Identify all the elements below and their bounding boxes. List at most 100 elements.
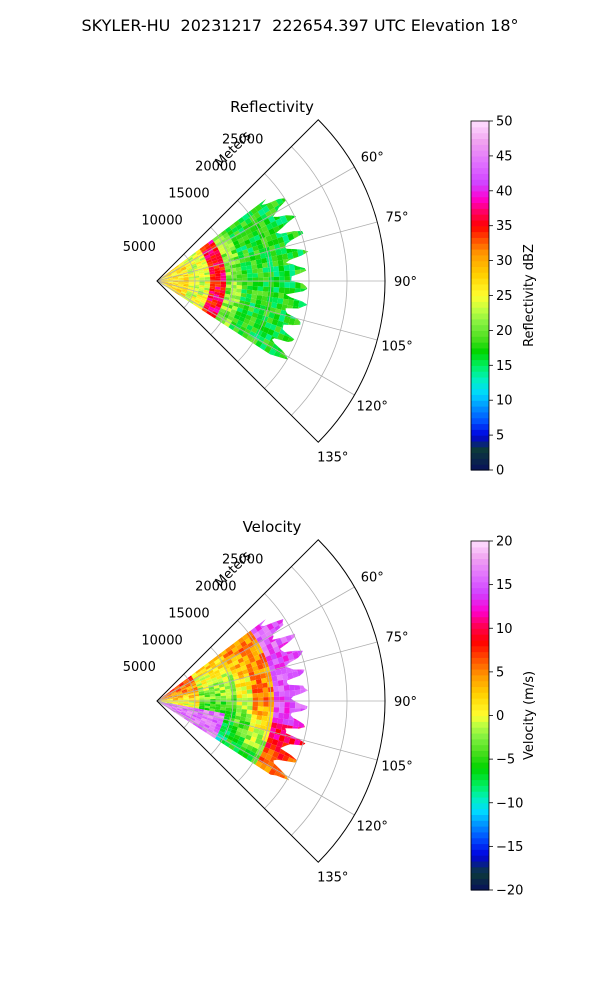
radar-cell	[227, 735, 234, 741]
radar-cell	[216, 232, 223, 239]
colorbar-tick-label: −5	[496, 753, 515, 768]
radar-cell	[162, 281, 168, 283]
colorbar-segment	[471, 435, 489, 442]
radar-cell	[166, 704, 173, 707]
colorbar: −20 −15 −10 −5 0 5 10 15 20 Velocity (m/s)	[470, 535, 537, 899]
radar-cell	[167, 282, 173, 284]
radar-cell	[241, 332, 249, 339]
radar-cell	[170, 289, 176, 293]
radar-cell	[253, 669, 261, 676]
radar-cell	[225, 688, 231, 693]
radar-cell	[257, 755, 266, 764]
radar-cell	[198, 288, 205, 292]
radar-cell	[260, 751, 268, 759]
radar-cell	[205, 664, 212, 670]
radar-cell	[264, 321, 272, 329]
radar-cell	[186, 292, 192, 296]
radar-cell	[250, 661, 258, 668]
radar-cell	[202, 683, 208, 688]
radar-cell	[241, 322, 249, 329]
radar-cell	[167, 278, 173, 280]
radar-cell	[211, 664, 218, 670]
radar-cell	[276, 320, 284, 328]
colorbar-segment	[471, 744, 489, 751]
radar-cell	[225, 307, 232, 313]
radar-cell	[215, 723, 222, 729]
radar-cell	[236, 701, 243, 706]
radar-cell	[247, 281, 253, 287]
radar-cell	[167, 279, 173, 281]
radar-cell	[288, 317, 296, 326]
radar-cell	[204, 272, 210, 276]
radar-cell	[289, 707, 296, 715]
radar-cell	[276, 254, 283, 261]
radar-cell	[194, 701, 200, 704]
radar-cell	[201, 715, 208, 720]
radar-cell	[230, 249, 238, 255]
radar-cell	[205, 244, 212, 250]
colorbar-segment	[471, 767, 489, 775]
colorbar-segment	[471, 587, 489, 594]
radar-cell	[166, 705, 172, 708]
radar-cell	[212, 259, 219, 264]
radar-cell	[161, 282, 168, 285]
radar-cell	[230, 740, 237, 747]
radar-cell	[175, 268, 182, 273]
radar-cell	[226, 701, 232, 705]
radar-cell	[203, 689, 210, 694]
radar-cell	[204, 674, 211, 679]
radar-cell	[270, 670, 277, 677]
radar-cell	[265, 630, 273, 639]
radar-cell	[236, 281, 243, 286]
azimuth-tick-label: 135°	[317, 451, 348, 466]
radar-cell	[171, 273, 178, 276]
radar-cell	[201, 681, 208, 686]
radar-cell	[224, 667, 231, 674]
colorbar-segment	[471, 762, 489, 769]
radar-cell	[266, 622, 275, 631]
radar-cell	[273, 287, 280, 293]
radar-cell	[299, 288, 306, 296]
radar-cell	[161, 702, 167, 706]
radar-cell	[178, 681, 184, 686]
radar-cell	[252, 706, 258, 711]
colorbar-tick-label: 15	[496, 578, 513, 593]
radar-cell	[181, 267, 187, 272]
radar-cell	[218, 655, 225, 662]
radar-cell	[166, 693, 172, 697]
azimuth-tick-label: 120°	[357, 819, 388, 834]
radar-cell	[199, 676, 206, 682]
radar-cell	[202, 263, 208, 268]
colorbar-segment	[471, 698, 489, 705]
radar-cell	[258, 309, 265, 316]
radar-cell	[226, 671, 233, 677]
radar-cell	[204, 274, 211, 278]
radar-cell	[245, 293, 252, 299]
radar-cell	[254, 254, 262, 260]
radar-cell	[225, 290, 231, 295]
radar-cell	[225, 710, 231, 715]
colorbar-segment	[471, 738, 489, 746]
colorbar-segment	[471, 855, 489, 862]
radar-cell	[235, 712, 242, 717]
radar-cell	[184, 262, 191, 267]
radar-cell	[217, 298, 224, 303]
radar-cell	[195, 668, 201, 674]
radar-cell	[204, 276, 211, 280]
radar-cell	[188, 693, 194, 696]
radar-cell	[257, 208, 266, 217]
radar-cell	[260, 633, 269, 641]
radar-cell	[208, 710, 215, 715]
colorbar-segment	[471, 657, 489, 664]
polar-frame	[156, 119, 386, 443]
radar-cell	[207, 715, 214, 720]
radar-cell	[228, 744, 235, 751]
radar-cell	[183, 694, 189, 697]
radar-cell	[251, 230, 259, 237]
radar-cell	[182, 693, 189, 696]
radar-cell	[178, 283, 184, 285]
radar-cell	[178, 281, 184, 283]
radar-cell	[241, 709, 248, 714]
radar-cell	[211, 244, 218, 250]
radar-cell	[210, 301, 217, 306]
